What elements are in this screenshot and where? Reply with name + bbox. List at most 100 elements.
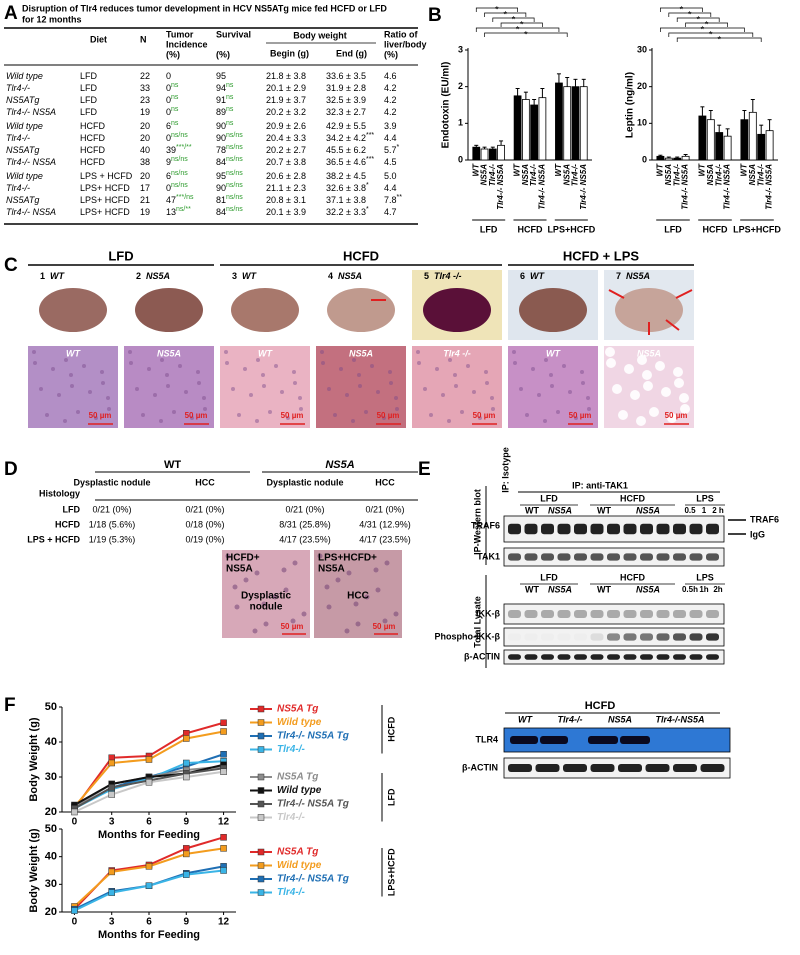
cell-texture <box>351 419 355 423</box>
cell-texture <box>135 387 139 391</box>
cell-texture <box>333 413 337 417</box>
cell-texture <box>453 373 457 377</box>
cell-value: HCFD <box>80 157 105 167</box>
table-cell: 1/19 (5.3%) <box>89 534 136 544</box>
cell-texture <box>358 384 362 388</box>
cell-texture <box>141 413 145 417</box>
cell-texture <box>101 381 105 385</box>
cell-texture <box>581 381 585 385</box>
x-tick-label: Tlr4-/- <box>571 164 580 187</box>
cell-texture <box>326 604 332 610</box>
cell-texture <box>364 594 370 600</box>
bar <box>472 146 481 161</box>
table-cell: 0ns <box>166 106 179 117</box>
arrow <box>665 319 680 331</box>
cell-texture <box>423 387 427 391</box>
lane-label: NS5A <box>636 505 660 515</box>
legend-marker <box>257 705 265 713</box>
cell-texture <box>237 413 241 417</box>
table-cell: 78ns/ns <box>216 144 243 155</box>
significance: *** <box>366 132 374 139</box>
cell-value: 84 <box>216 207 226 217</box>
x-tick-label: NS5A <box>562 164 571 186</box>
cell-value: 78 <box>216 145 226 155</box>
cell-texture <box>292 370 296 374</box>
data-point <box>108 889 115 896</box>
cell-texture <box>513 361 517 365</box>
group-label: LFD <box>540 493 558 503</box>
table-cell: 4.4 <box>384 133 397 143</box>
cell-value: 6 <box>166 121 171 131</box>
table-cell: 20.9 ± 2.6 <box>266 121 306 131</box>
blot-band <box>590 633 604 641</box>
blot-band <box>673 553 686 561</box>
y-tick-label: 1 <box>458 118 463 128</box>
cell-value: 13 <box>166 207 176 217</box>
cell-value: 4.7 <box>384 207 397 217</box>
y-tick-label: 3 <box>458 44 463 54</box>
bar <box>740 119 749 161</box>
blot-band <box>574 523 587 535</box>
blot-band <box>656 633 670 641</box>
blot-band <box>640 610 653 618</box>
bar <box>673 157 682 161</box>
cell-texture <box>39 387 43 391</box>
lane-label: NS5A <box>608 714 632 724</box>
cell-texture <box>160 358 164 362</box>
table-cell: 19 <box>140 207 150 217</box>
bar <box>530 104 539 161</box>
cell-texture <box>32 350 36 354</box>
significance: * <box>524 29 528 39</box>
table-cell: NS5ATg <box>6 95 39 105</box>
cell-value: 33 <box>140 83 150 93</box>
data-point <box>220 867 227 874</box>
cell-texture <box>184 390 188 394</box>
blot-band <box>700 764 725 772</box>
data-point <box>108 791 115 798</box>
cell-value: 45.5 ± 6.2 <box>326 145 366 155</box>
legend-marker <box>257 875 265 883</box>
photo-label: 6 WT <box>520 271 546 281</box>
table-cell: LPS + HCFD <box>80 171 133 181</box>
cell-value: 5.7 <box>384 145 397 155</box>
data-point <box>183 845 190 852</box>
lane-label: WT <box>597 584 611 594</box>
cell-texture <box>280 390 284 394</box>
y-tick-label: 20 <box>637 81 647 91</box>
x-tick-label: NS5A <box>664 164 673 186</box>
legend-marker <box>257 773 265 781</box>
cell-texture <box>384 560 390 566</box>
table-cell: LFD <box>80 95 98 105</box>
cell-texture <box>231 387 235 391</box>
significance-bracket <box>500 22 543 27</box>
liver <box>519 288 587 332</box>
bar <box>497 144 505 161</box>
cell-texture <box>243 577 249 583</box>
cell-value: 20 <box>140 133 150 143</box>
cell-value: 20.6 ± 2.8 <box>266 171 306 181</box>
significance-bracket <box>676 37 762 42</box>
table-cell: LFD <box>80 71 98 81</box>
table-cell: 20.6 ± 2.8 <box>266 171 306 181</box>
data-point <box>220 751 227 758</box>
significance: ns/ns <box>171 182 188 189</box>
legend-label: Tlr4-/- NS5A Tg <box>277 799 349 810</box>
cell-texture <box>618 410 628 420</box>
group-label: LPS <box>696 493 714 503</box>
legend-marker <box>257 848 265 856</box>
blot-band <box>607 610 620 618</box>
cell-texture <box>643 381 653 391</box>
cell-texture <box>586 396 590 400</box>
blot-band <box>640 654 653 660</box>
cell-texture <box>612 384 622 394</box>
table-cell: 42.9 ± 5.5 <box>326 121 366 131</box>
cell-texture <box>549 373 553 377</box>
legend-marker <box>257 800 265 808</box>
blot-band <box>706 633 719 641</box>
row-label: HCFD <box>55 519 80 529</box>
blot-band <box>557 610 571 618</box>
table-cell: 20.2 ± 3.2 <box>266 107 306 117</box>
cell-texture <box>655 361 665 371</box>
legend-marker <box>257 814 265 821</box>
photo-name: WT <box>50 271 65 281</box>
